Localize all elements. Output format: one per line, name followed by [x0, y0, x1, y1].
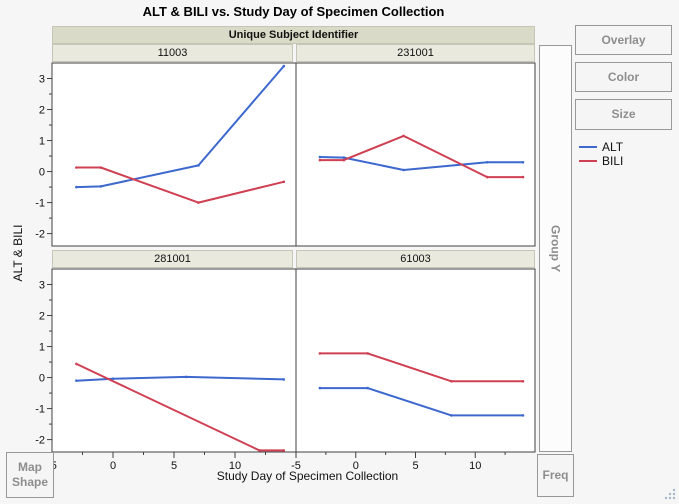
data-point-ALT[interactable] [521, 414, 525, 417]
map-shape-label-line2: Shape [11, 475, 48, 489]
panel-frame-231001[interactable] [295, 62, 536, 247]
y-tick-label: 0 [39, 167, 45, 179]
y-tick-label: 1 [39, 342, 45, 354]
data-point-ALT[interactable] [111, 377, 115, 381]
data-point-BILI[interactable] [450, 380, 453, 383]
data-point-BILI[interactable] [282, 180, 286, 184]
y-tick-label: 1 [39, 136, 45, 148]
legend-label-alt: ALT [602, 140, 624, 154]
overlay-dropzone-button[interactable]: Overlay [575, 25, 672, 55]
data-point-BILI[interactable] [318, 158, 322, 162]
group-y-dropzone-button[interactable]: Group Y [539, 45, 572, 452]
y-tick-label: 3 [39, 74, 45, 86]
facet-group-header: Unique Subject Identifier [52, 26, 535, 44]
panel-frame-61003[interactable] [295, 268, 536, 453]
data-point-BILI[interactable] [99, 166, 103, 169]
y-tick-label: 2 [39, 311, 45, 323]
data-point-ALT[interactable] [99, 185, 103, 188]
data-point-BILI[interactable] [366, 352, 370, 355]
data-point-BILI[interactable] [521, 380, 525, 383]
data-point-ALT[interactable] [342, 156, 346, 159]
legend-item-alt[interactable]: ALT [579, 140, 623, 154]
data-point-ALT[interactable] [521, 161, 525, 164]
legend-item-bili[interactable]: BILI [579, 154, 623, 168]
y-tick-label: -1 [35, 198, 45, 210]
facet-header-281001: 281001 [52, 250, 293, 268]
data-point-BILI[interactable] [402, 134, 405, 138]
data-point-BILI[interactable] [342, 158, 346, 162]
y-axis-title: ALT & BILI [11, 224, 25, 282]
data-point-ALT[interactable] [197, 164, 200, 167]
x-tick-label: 5 [412, 460, 418, 472]
map-shape-label-line1: Map [18, 460, 42, 474]
x-tick-label: 0 [353, 460, 359, 472]
facet-header-11003: 11003 [52, 44, 293, 62]
y-tick-label: -2 [35, 229, 45, 241]
data-point-ALT[interactable] [184, 375, 188, 379]
data-point-ALT[interactable] [366, 386, 370, 390]
chart-title: ALT & BILI vs. Study Day of Specimen Col… [142, 4, 445, 19]
data-point-BILI[interactable] [282, 449, 286, 452]
series-line-ALT-11003[interactable] [75, 65, 285, 189]
alt-line-swatch [579, 146, 597, 148]
y-tick-label: 3 [39, 280, 45, 292]
map-shape-dropzone-button[interactable]: Map Shape [6, 452, 54, 498]
x-tick-label: 10 [229, 460, 241, 472]
data-point-BILI[interactable] [75, 166, 78, 169]
legend-label-bili: BILI [602, 154, 624, 168]
bili-line-swatch [579, 160, 597, 162]
data-point-BILI[interactable] [318, 352, 322, 355]
x-tick-label: 10 [469, 460, 481, 472]
legend: ALT BILI [579, 140, 623, 168]
series-line-ALT-61003[interactable] [318, 387, 524, 417]
x-tick-label: 0 [110, 460, 116, 472]
facet-header-61003: 61003 [296, 250, 535, 268]
facet-header-231001: 231001 [296, 44, 535, 62]
freq-dropzone-button[interactable]: Freq [537, 454, 574, 497]
series-line-BILI-61003[interactable] [318, 352, 524, 383]
data-point-BILI[interactable] [485, 175, 489, 179]
series-line-ALT-281001[interactable] [75, 375, 285, 382]
resize-grip[interactable] [663, 487, 677, 501]
y-tick-label: 2 [39, 105, 45, 117]
y-tick-label: -2 [35, 435, 45, 447]
data-point-ALT[interactable] [282, 64, 286, 68]
color-dropzone-button[interactable]: Color [575, 62, 672, 92]
data-point-BILI[interactable] [521, 175, 525, 179]
data-point-BILI[interactable] [197, 201, 200, 204]
data-point-ALT[interactable] [485, 161, 489, 164]
size-dropzone-button[interactable]: Size [575, 99, 672, 130]
data-point-BILI[interactable] [258, 449, 261, 452]
data-point-ALT[interactable] [75, 185, 78, 189]
group-y-label: Group Y [548, 224, 563, 273]
data-point-ALT[interactable] [318, 386, 322, 390]
y-tick-label: 0 [39, 373, 45, 385]
panel-frame-281001[interactable] [51, 268, 297, 453]
data-point-ALT[interactable] [282, 378, 286, 381]
data-point-ALT[interactable] [318, 155, 322, 159]
series-line-BILI-11003[interactable] [75, 166, 285, 204]
data-point-ALT[interactable] [75, 379, 78, 383]
data-point-ALT[interactable] [450, 414, 453, 417]
data-point-BILI[interactable] [75, 362, 78, 366]
x-axis-title: Study Day of Specimen Collection [216, 469, 399, 483]
y-tick-label: -1 [35, 404, 45, 416]
data-point-ALT[interactable] [402, 168, 405, 172]
panel-frame-11003[interactable] [51, 62, 297, 247]
x-tick-label: 5 [171, 460, 177, 472]
x-tick-label: -5 [291, 460, 301, 472]
